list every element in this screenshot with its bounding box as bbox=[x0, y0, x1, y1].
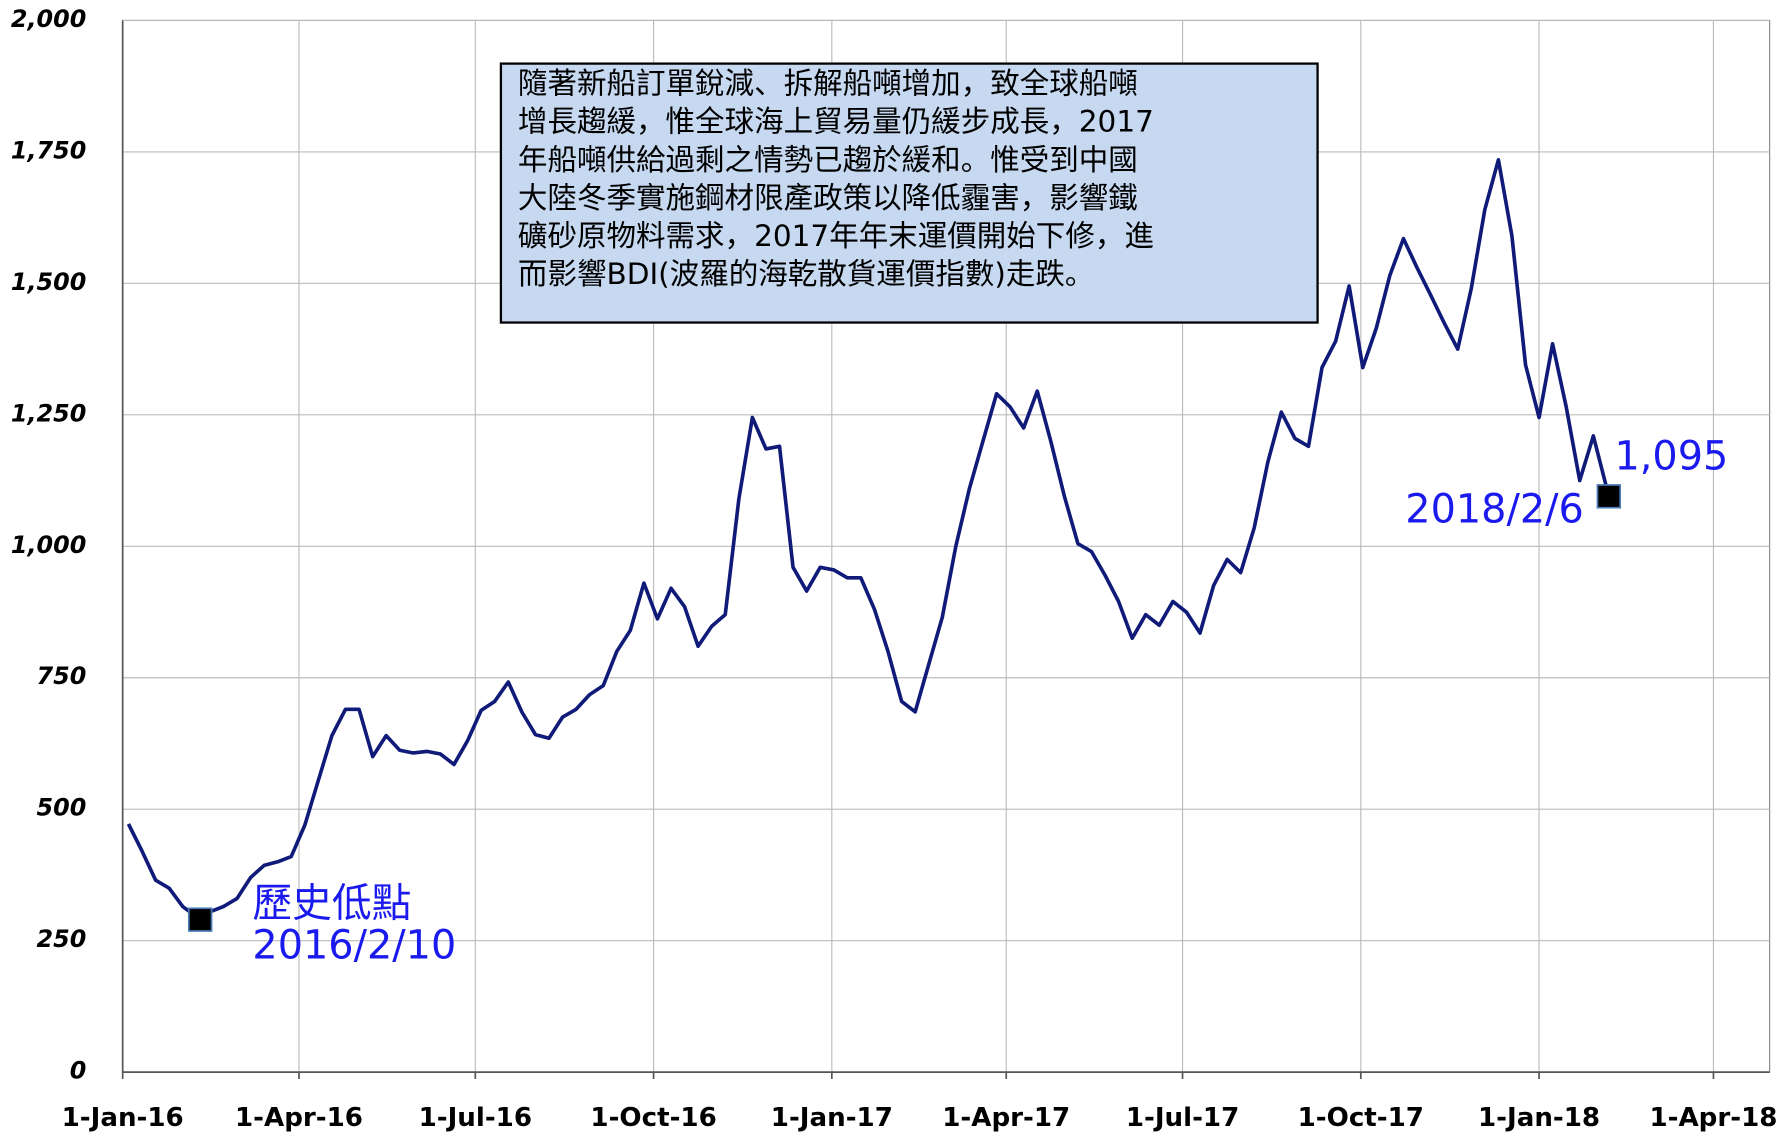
x-tick-label: 1-Apr-17 bbox=[942, 1103, 1070, 1133]
y-tick-label: 250 bbox=[37, 925, 87, 953]
note-line: 礦砂原物料需求，2017年年末運價開始下修，進 bbox=[518, 219, 1154, 253]
x-tick-label: 1-Jan-17 bbox=[771, 1103, 893, 1133]
y-tick-label: 750 bbox=[37, 662, 87, 690]
y-tick-label: 2,000 bbox=[11, 5, 86, 33]
x-tick-label: 1-Oct-17 bbox=[1298, 1103, 1424, 1133]
note-box bbox=[499, 62, 1319, 324]
point-marker bbox=[187, 907, 213, 932]
note-line: 隨著新船訂單銳減、拆解船噸增加，致全球船噸 bbox=[518, 67, 1138, 101]
annotation-label: 歷史低點 bbox=[252, 881, 411, 927]
y-tick-label: 1,000 bbox=[11, 531, 86, 559]
data-line bbox=[126, 157, 1611, 922]
annotation-date: 2016/2/10 bbox=[252, 923, 456, 969]
note-line: 增長趨緩，惟全球海上貿易量仍緩步成長，2017 bbox=[518, 105, 1154, 139]
note-line: 大陸冬季實施鋼材限產政策以降低霾害，影響鐵 bbox=[518, 181, 1138, 215]
y-tick-label: 1,250 bbox=[11, 399, 86, 427]
x-tick-label: 1-Oct-16 bbox=[590, 1103, 716, 1133]
x-tick-label: 1-Apr-18 bbox=[1649, 1103, 1777, 1133]
x-tick-label: 1-Jan-16 bbox=[62, 1103, 184, 1133]
y-tick-label: 1,500 bbox=[11, 268, 86, 296]
x-tick-label: 1-Jul-17 bbox=[1126, 1103, 1239, 1133]
x-tick-label: 1-Jul-16 bbox=[419, 1103, 532, 1133]
annotation-date: 2018/2/6 bbox=[1405, 487, 1584, 533]
note-line: 而影響BDI(波羅的海乾散貨運價指數)走跌。 bbox=[518, 257, 1095, 291]
y-tick-label: 0 bbox=[70, 1057, 87, 1085]
annotation-value: 1,095 bbox=[1614, 433, 1728, 479]
x-tick-label: 1-Apr-16 bbox=[235, 1103, 363, 1133]
note-line: 年船噸供給過剩之情勢已趨於緩和。惟受到中國 bbox=[518, 143, 1138, 177]
point-marker bbox=[1596, 484, 1622, 509]
y-tick-label: 500 bbox=[37, 794, 87, 822]
y-tick-label: 1,750 bbox=[11, 136, 86, 164]
x-tick-label: 1-Jan-18 bbox=[1478, 1103, 1600, 1133]
